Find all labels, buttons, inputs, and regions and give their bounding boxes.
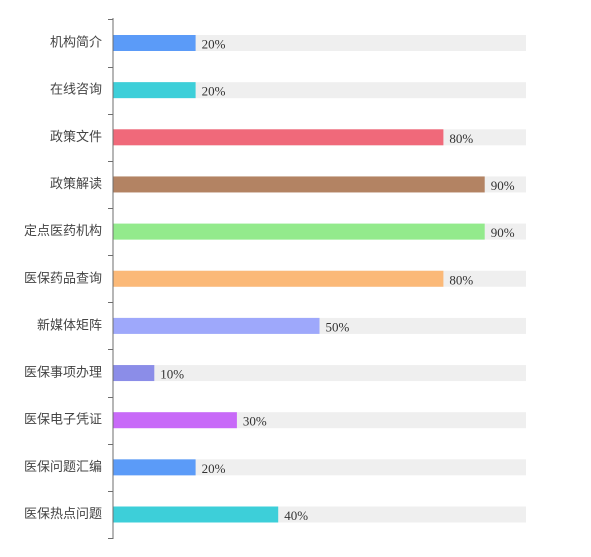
category-label: 机构简介 [50, 35, 102, 51]
category-label: 新媒体矩阵 [37, 317, 102, 333]
bar [113, 129, 444, 146]
bar [113, 459, 196, 476]
bar [113, 223, 485, 240]
value-label: 90% [491, 178, 515, 193]
value-label: 40% [284, 508, 308, 523]
category-label: 在线咨询 [50, 83, 102, 98]
value-labels: 20% 20% 80% 90% 90% 80% 50% 10% 30% 20% 40% [160, 37, 514, 524]
bar [113, 270, 444, 287]
bar-track [113, 365, 526, 382]
category-label: 医保药品查询 [24, 271, 102, 286]
value-label: 80% [449, 131, 473, 146]
bar [113, 365, 155, 382]
category-label: 医保问题汇编 [24, 460, 102, 475]
value-label: 20% [202, 461, 226, 476]
value-label: 80% [449, 272, 473, 287]
bar-track [113, 35, 526, 51]
category-label: 医保热点问题 [24, 507, 102, 522]
bar [113, 412, 237, 429]
bar [113, 317, 320, 334]
value-label: 30% [243, 414, 267, 429]
category-label: 政策文件 [50, 129, 102, 145]
value-label: 20% [202, 84, 226, 99]
bar-track [113, 82, 526, 99]
y-axis [108, 18, 114, 539]
bar [113, 506, 279, 523]
value-label: 50% [326, 319, 350, 334]
bars [113, 35, 485, 523]
category-labels: 机构简介在线咨询政策文件政策解读定点医药机构医保药品查询新媒体矩阵医保事项办理医… [24, 35, 102, 523]
category-label: 医保电子凭证 [24, 413, 102, 428]
bar [113, 82, 196, 99]
category-label: 医保事项办理 [24, 366, 102, 381]
value-label: 20% [202, 37, 226, 52]
value-label: 10% [160, 367, 184, 382]
value-label: 90% [491, 225, 515, 240]
bar [113, 35, 196, 51]
bar-track [113, 459, 526, 476]
category-label: 政策解读 [50, 176, 102, 192]
bar [113, 176, 485, 193]
category-label: 定点医药机构 [24, 224, 102, 239]
